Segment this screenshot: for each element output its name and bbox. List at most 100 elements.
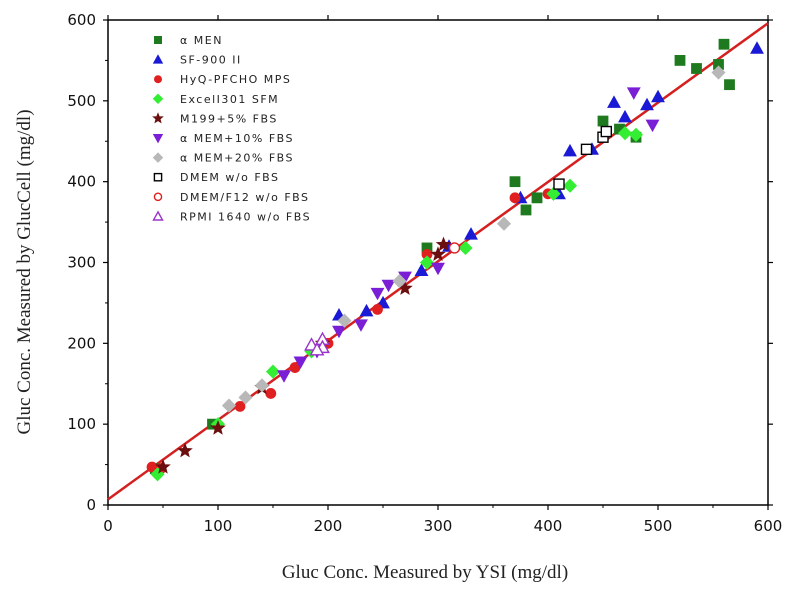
y-tick-label: 600 [67, 11, 96, 29]
x-tick-label: 0 [103, 517, 113, 535]
legend-marker [152, 93, 164, 105]
data-point [718, 38, 730, 50]
data-point [546, 186, 561, 201]
legend-label: DMEM w/o FBS [180, 171, 280, 184]
legend-marker [153, 75, 162, 84]
data-point [626, 87, 641, 100]
data-point [431, 262, 445, 276]
data-point [265, 364, 281, 379]
data-point [580, 143, 593, 156]
data-point [618, 109, 632, 123]
data-points [146, 38, 764, 482]
y-tick-label: 300 [67, 254, 96, 272]
series-9 [448, 242, 461, 254]
data-point [562, 178, 578, 193]
legend-label: RPMI 1640 w/o FBS [180, 210, 311, 223]
x-tick-label: 400 [534, 517, 563, 535]
legend-marker [153, 192, 163, 202]
legend: α MEN SF-900 II HyQ-PFCHO MPS ExcelI301 SFM… [152, 34, 311, 223]
y-axis-title: Gluc Conc. Measured by GlucCell (mg/dl) [14, 109, 35, 434]
legend-label: SF-900 II [180, 54, 242, 67]
data-point [651, 89, 665, 103]
data-point [617, 126, 633, 141]
series-3 [146, 188, 554, 475]
y-tick-label: 400 [67, 173, 96, 191]
data-point [372, 303, 383, 315]
legend-label: α MEM+20% FBS [180, 152, 294, 165]
legend-marker [152, 152, 164, 163]
data-point [414, 263, 429, 276]
data-point [435, 236, 452, 252]
data-point [155, 458, 171, 474]
legend-marker [152, 133, 164, 144]
data-point [359, 303, 374, 317]
data-point [496, 216, 512, 231]
legend-marker [153, 172, 163, 182]
legend-label: DMEM/F12 w/o FBS [180, 191, 310, 204]
data-point [674, 55, 686, 66]
series-8 [553, 125, 612, 190]
data-point [597, 115, 609, 127]
data-point [430, 246, 446, 261]
data-point [337, 313, 352, 328]
data-point [293, 356, 308, 369]
data-point [607, 95, 621, 108]
data-point [563, 143, 577, 157]
legend-marker [152, 210, 164, 221]
y-tick-label: 200 [67, 334, 96, 352]
data-point [640, 97, 654, 111]
data-point [381, 279, 396, 293]
series-6 [277, 87, 660, 383]
data-point [354, 319, 368, 332]
legend-marker [153, 36, 162, 45]
data-point [645, 119, 660, 133]
data-point [254, 378, 270, 393]
data-point [691, 63, 702, 74]
data-point [419, 255, 435, 270]
legend-label: ExcelI301 SFM [180, 93, 279, 106]
data-point [392, 274, 407, 289]
series-10 [304, 331, 330, 356]
legend-label: M199+5% FBS [180, 112, 278, 125]
data-point [520, 204, 532, 216]
y-tick-label: 0 [86, 496, 96, 514]
data-point [600, 125, 612, 138]
data-point [724, 79, 735, 91]
x-tick-label: 100 [204, 517, 233, 535]
data-point [448, 242, 461, 254]
data-point [750, 41, 764, 54]
legend-label: α MEM+10% FBS [180, 132, 294, 145]
data-point [628, 127, 644, 142]
series-7 [221, 65, 726, 413]
data-point [265, 388, 277, 399]
data-point [234, 400, 246, 412]
data-point [370, 287, 385, 301]
x-tick-label: 500 [644, 517, 673, 535]
x-axis-title: Gluc Conc. Measured by YSI (mg/dl) [282, 562, 568, 583]
x-tick-label: 200 [314, 517, 343, 535]
data-point [458, 240, 473, 256]
data-point [711, 65, 726, 80]
data-point [277, 370, 291, 383]
x-tick-label: 300 [424, 517, 453, 535]
data-point [238, 390, 253, 405]
data-point [177, 442, 193, 458]
x-tick-label: 600 [754, 517, 783, 535]
y-tick-label: 500 [67, 92, 96, 110]
data-point [309, 342, 325, 356]
data-point [332, 325, 346, 339]
data-point [509, 176, 521, 188]
data-point [221, 398, 237, 413]
data-point [210, 420, 226, 435]
y-tick-label: 100 [67, 415, 96, 433]
data-point [509, 192, 521, 204]
legend-label: α MEN [180, 34, 223, 47]
data-point [531, 192, 543, 204]
legend-marker [152, 54, 164, 64]
data-point [553, 178, 565, 190]
legend-label: HyQ-PFCHO MPS [180, 73, 291, 86]
data-point [464, 227, 478, 240]
axes: 0 100 200 300 400 500 600 0 100 200 300 400 500 600 [67, 11, 782, 535]
